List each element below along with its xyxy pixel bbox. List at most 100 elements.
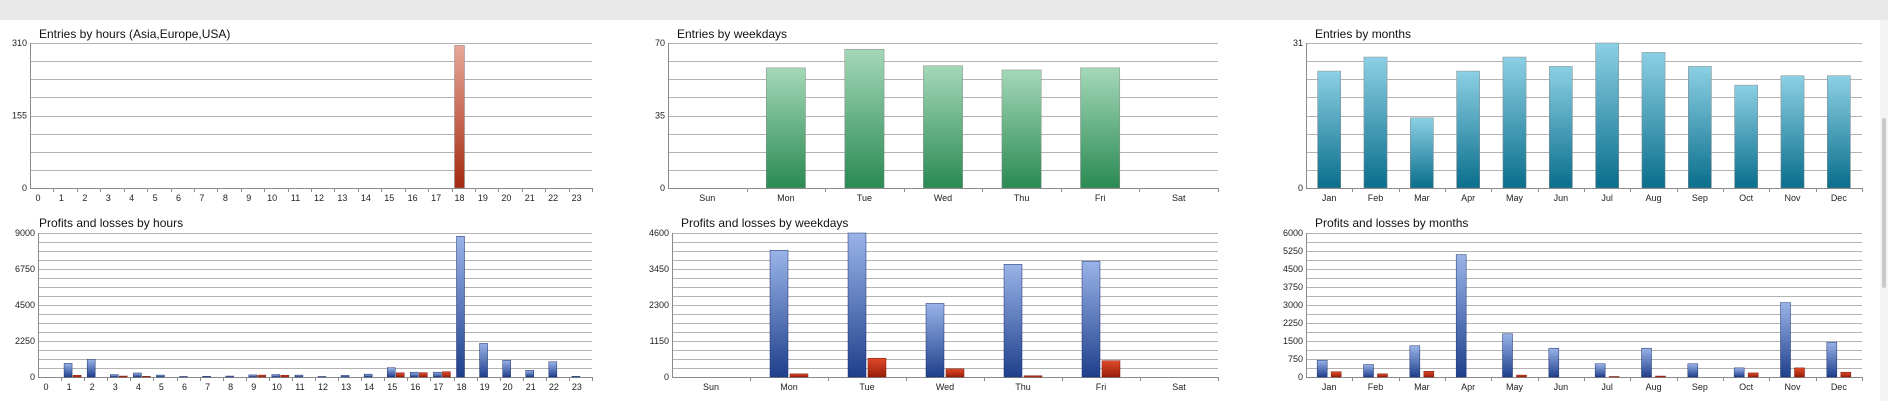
y-tick-label: 3750 — [1283, 282, 1303, 292]
x-tick-label: 11 — [295, 382, 304, 392]
y-tick-label: 0 — [1298, 372, 1303, 382]
y-tick-label: 2250 — [1283, 318, 1303, 328]
chart-title: Entries by months — [1315, 27, 1411, 41]
bar — [1827, 75, 1851, 189]
profit-bar — [340, 375, 350, 378]
y-tick-label: 5250 — [1283, 246, 1303, 256]
bar — [923, 65, 963, 189]
x-tick-label: 20 — [501, 193, 511, 203]
x-tick-label: 2 — [90, 382, 95, 392]
x-tick-label: Sun — [699, 193, 715, 203]
bar — [1595, 42, 1620, 189]
x-tick-label: Sat — [1172, 382, 1186, 392]
profit-bar — [1826, 341, 1838, 378]
loss-bar — [1330, 371, 1342, 378]
bar — [1317, 70, 1342, 189]
profit-bar — [63, 363, 73, 378]
profit-bar — [479, 343, 488, 378]
x-tick-label: Wed — [934, 193, 952, 203]
x-tick-label: 1 — [59, 193, 64, 203]
chart-title: Profits and losses by months — [1315, 216, 1468, 230]
bar — [1080, 67, 1121, 189]
x-tick-label: 16 — [408, 193, 418, 203]
y-tick-label: 9000 — [15, 228, 35, 238]
profit-bar — [433, 371, 442, 378]
profit-bar — [248, 374, 257, 378]
bar — [844, 48, 885, 189]
x-tick-label: 8 — [223, 193, 228, 203]
bar — [1410, 117, 1434, 189]
x-tick-label: Tue — [857, 193, 872, 203]
y-tick-label: 2300 — [649, 300, 669, 310]
y-tick-label: 0 — [30, 372, 35, 382]
profit-bar — [86, 359, 96, 378]
x-tick-label: 9 — [251, 382, 256, 392]
x-tick-label: Thu — [1015, 382, 1031, 392]
profit-bar — [1409, 345, 1421, 378]
profit-bar — [1594, 363, 1606, 378]
x-tick-label: 7 — [205, 382, 210, 392]
y-tick-label: 35 — [655, 111, 665, 121]
profit-bar — [456, 235, 465, 378]
profit-bar — [1081, 260, 1101, 378]
x-tick-label: 1 — [67, 382, 72, 392]
profit-bar — [1548, 347, 1560, 378]
x-tick-label: Oct — [1739, 193, 1754, 203]
x-tick-label: Mon — [777, 193, 795, 203]
x-tick-label: Jan — [1322, 382, 1337, 392]
x-tick-label: Sun — [703, 382, 719, 392]
loss-bar — [280, 374, 290, 378]
x-tick-label: 15 — [387, 382, 397, 392]
x-tick-label: Aug — [1645, 382, 1661, 392]
bar — [454, 45, 465, 189]
bar — [1780, 75, 1805, 189]
loss-bar — [1840, 371, 1852, 378]
profit-bar — [1502, 333, 1513, 378]
x-tick-label: 8 — [228, 382, 233, 392]
x-tick-label: Jan — [1322, 193, 1337, 203]
y-tick-label: 31 — [1293, 38, 1303, 48]
x-tick-label: Jun — [1554, 382, 1569, 392]
x-tick-label: Dec — [1831, 382, 1848, 392]
chart-title: Profits and losses by hours — [39, 216, 183, 230]
x-tick-label: 5 — [153, 193, 158, 203]
y-tick-label: 310 — [12, 38, 27, 48]
x-tick-label: Wed — [936, 382, 954, 392]
loss-bar — [1023, 375, 1043, 378]
x-tick-label: Mar — [1414, 382, 1430, 392]
bar — [1502, 56, 1527, 189]
scrollbar-thumb[interactable] — [1882, 118, 1886, 288]
profit-bar — [1780, 302, 1791, 378]
loss-bar — [442, 371, 451, 378]
loss-bar — [945, 368, 965, 378]
y-tick-label: 70 — [655, 38, 665, 48]
x-tick-label: 5 — [159, 382, 164, 392]
y-tick-label: 0 — [664, 372, 669, 382]
x-tick-label: 6 — [176, 193, 181, 203]
x-tick-label: Fri — [1095, 193, 1106, 203]
profit-bar — [271, 374, 281, 378]
y-tick-label: 0 — [22, 183, 27, 193]
profit-bar — [769, 249, 789, 378]
bar — [1549, 66, 1573, 189]
profit-bar — [525, 370, 534, 378]
x-tick-label: Feb — [1368, 193, 1384, 203]
x-tick-label: 17 — [433, 382, 443, 392]
x-tick-label: Jun — [1554, 193, 1569, 203]
x-tick-label: Feb — [1368, 382, 1384, 392]
x-tick-label: 23 — [572, 382, 582, 392]
profit-bar — [202, 376, 211, 378]
y-tick-label: 1150 — [650, 336, 669, 346]
x-tick-label: Tue — [859, 382, 874, 392]
profit-bar — [1003, 264, 1023, 378]
chart-title: Entries by hours (Asia,Europe,USA) — [39, 27, 230, 41]
profit-bar — [1641, 347, 1652, 378]
x-tick-label: Mar — [1414, 193, 1430, 203]
x-tick-label: Mon — [780, 382, 798, 392]
loss-bar — [419, 372, 428, 378]
x-tick-label: 0 — [43, 382, 48, 392]
bar — [1363, 56, 1388, 189]
x-tick-label: Jul — [1601, 382, 1613, 392]
window-top-bar — [0, 0, 1888, 20]
